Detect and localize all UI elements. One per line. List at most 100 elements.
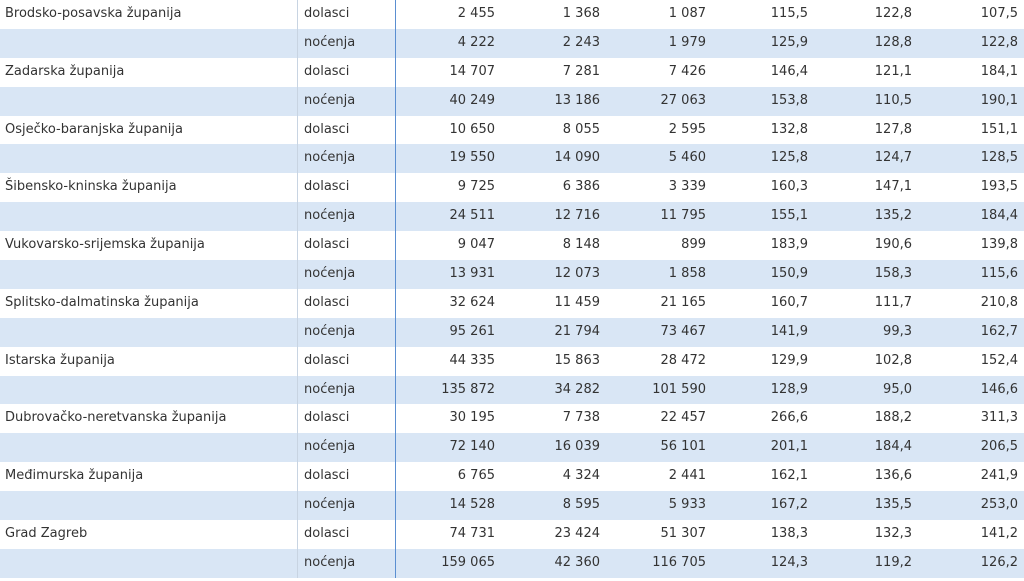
row-label: dolasci <box>304 6 350 21</box>
cell-value: 155,1 <box>770 208 808 224</box>
cell-value: 167,2 <box>770 497 808 513</box>
cell-value: 56 101 <box>660 439 707 455</box>
cell-value: 1 368 <box>562 6 600 21</box>
cell-value: 153,8 <box>770 92 808 108</box>
cell-value: 14 090 <box>554 150 601 166</box>
table-row: Šibensko-kninska županija dolasci 9 725 6 3… <box>0 173 1024 202</box>
cell-value: 21 165 <box>660 294 707 310</box>
cell-value: 12 716 <box>554 208 601 224</box>
cell-value: 141,9 <box>770 323 808 339</box>
cell-value: 125,9 <box>770 34 808 50</box>
cell-value: 8 595 <box>562 497 600 513</box>
table-row: noćenja 14 528 8 595 5 933 167,2 135,5 253,0 <box>0 491 1024 521</box>
cell-value: 16 039 <box>554 439 601 455</box>
cell-value: 9 047 <box>457 237 495 253</box>
cell-value: 126,2 <box>980 554 1018 570</box>
cell-value: 150,9 <box>770 266 808 282</box>
cell-value: 5 933 <box>668 497 706 513</box>
cell-value: 8 148 <box>562 237 600 253</box>
region-name: Osječko-baranjska županija <box>5 121 183 137</box>
cell-value: 13 931 <box>449 266 496 282</box>
cell-value: 162,7 <box>980 323 1018 339</box>
row-label: noćenja <box>304 381 356 397</box>
region-name: Šibensko-kninska županija <box>5 179 177 195</box>
cell-value: 102,8 <box>874 352 912 368</box>
cell-value: 266,6 <box>770 410 808 426</box>
cell-value: 7 426 <box>668 63 706 79</box>
cell-value: 3 339 <box>668 179 706 195</box>
cell-value: 183,9 <box>770 237 808 253</box>
cell-value: 7 738 <box>562 410 600 426</box>
table-row: noćenja 159 065 42 360 116 705 124,3 119,2 126… <box>0 548 1024 578</box>
row-label: noćenja <box>304 92 356 108</box>
row-label: dolasci <box>304 63 350 79</box>
cell-value: 241,9 <box>980 468 1018 484</box>
cell-value: 311,3 <box>980 410 1018 426</box>
cell-value: 127,8 <box>874 121 912 137</box>
table-row: Istarska županija dolasci 44 335 15 863 28 4… <box>0 347 1024 376</box>
cell-value: 15 863 <box>554 352 601 368</box>
cell-value: 72 140 <box>449 439 496 455</box>
region-name: Međimurska županija <box>5 468 144 484</box>
cell-value: 138,3 <box>770 526 808 542</box>
cell-value: 1 858 <box>668 266 706 282</box>
cell-value: 122,8 <box>874 6 912 21</box>
cell-value: 13 186 <box>554 92 601 108</box>
cell-value: 184,4 <box>874 439 912 455</box>
row-label: dolasci <box>304 410 350 426</box>
cell-value: 128,9 <box>770 381 808 397</box>
table-row: Brodsko-posavska županija dolasci 2 455 1 3… <box>0 0 1024 29</box>
row-label: dolasci <box>304 179 350 195</box>
cell-value: 22 457 <box>660 410 707 426</box>
cell-value: 125,8 <box>770 150 808 166</box>
table-row: Osječko-baranjska županija dolasci 10 650 8… <box>0 116 1024 145</box>
row-label: noćenja <box>304 323 356 339</box>
cell-value: 110,5 <box>874 92 912 108</box>
cell-value: 32 624 <box>449 294 496 310</box>
cell-value: 95 261 <box>449 323 496 339</box>
cell-value: 99,3 <box>883 323 912 339</box>
cell-value: 107,5 <box>980 6 1018 21</box>
cell-value: 159 065 <box>441 554 495 570</box>
cell-value: 158,3 <box>874 266 912 282</box>
cell-value: 28 472 <box>660 352 707 368</box>
cell-value: 19 550 <box>449 150 496 166</box>
cell-value: 122,8 <box>980 34 1018 50</box>
cell-value: 899 <box>681 237 706 253</box>
cell-value: 8 055 <box>562 121 600 137</box>
row-label: noćenja <box>304 266 356 282</box>
cell-value: 101 590 <box>652 381 706 397</box>
row-label: noćenja <box>304 554 356 570</box>
cell-value: 11 459 <box>554 294 601 310</box>
row-label: dolasci <box>304 294 350 310</box>
cell-value: 152,4 <box>980 352 1018 368</box>
cell-value: 128,5 <box>980 150 1018 166</box>
cell-value: 115,5 <box>770 6 808 21</box>
cell-value: 135 872 <box>441 381 495 397</box>
table-row: noćenja 24 511 12 716 11 795 155,1 135,2 184,4 <box>0 202 1024 232</box>
cell-value: 7 281 <box>562 63 600 79</box>
cell-value: 6 386 <box>562 179 600 195</box>
row-label: noćenja <box>304 208 356 224</box>
cell-value: 9 725 <box>457 179 495 195</box>
cell-value: 124,7 <box>874 150 912 166</box>
region-name: Vukovarsko-srijemska županija <box>5 237 205 253</box>
cell-value: 141,2 <box>980 526 1018 542</box>
cell-value: 4 324 <box>562 468 600 484</box>
cell-value: 206,5 <box>980 439 1018 455</box>
cell-value: 136,6 <box>874 468 912 484</box>
region-name: Istarska županija <box>5 352 115 368</box>
cell-value: 4 222 <box>457 34 495 50</box>
cell-value: 135,5 <box>874 497 912 513</box>
region-name: Grad Zagreb <box>5 526 88 542</box>
row-label: dolasci <box>304 352 350 368</box>
cell-value: 1 979 <box>668 34 706 50</box>
table-row: noćenja 13 931 12 073 1 858 150,9 158,3 115,6 <box>0 260 1024 289</box>
row-label: dolasci <box>304 526 350 542</box>
region-name: Splitsko-dalmatinska županija <box>5 294 199 310</box>
cell-value: 12 073 <box>554 266 601 282</box>
cell-value: 151,1 <box>980 121 1018 137</box>
cell-value: 44 335 <box>449 352 496 368</box>
region-name: Dubrovačko-neretvanska županija <box>5 410 227 426</box>
